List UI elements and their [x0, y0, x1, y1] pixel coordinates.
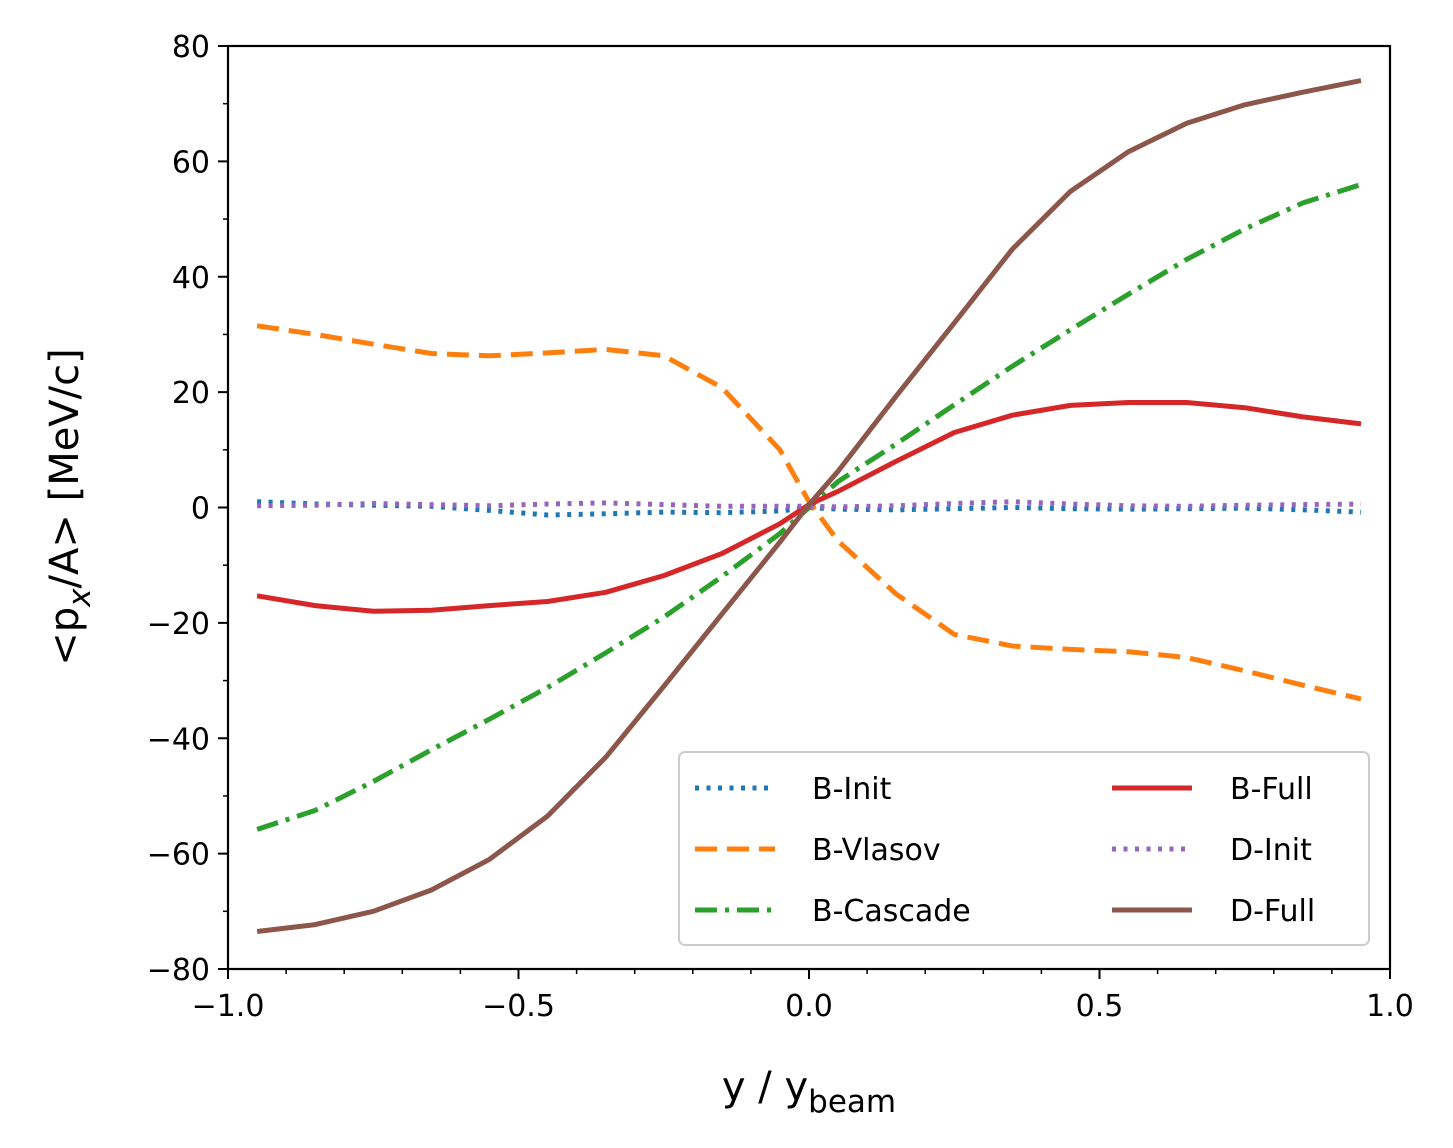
legend-label-d-full: D-Full: [1230, 894, 1315, 929]
legend-label-b-cascade: B-Cascade: [812, 894, 971, 929]
y-tick-label: 40: [172, 261, 210, 296]
y-tick-label: −80: [147, 953, 210, 988]
legend-label-b-vlasov: B-Vlasov: [812, 833, 941, 868]
series-line-d-full: [256, 78, 1362, 934]
axes: −1.0 −0.5 0.0 0.5 1.0 −80 −60 −40 −20 0 20 40 60 80: [147, 30, 1414, 1024]
legend-label-d-init: D-Init: [1230, 833, 1312, 868]
y-tick-label: 60: [172, 145, 210, 180]
y-axis-label: <px/A> [MeV/c]: [42, 348, 98, 666]
x-tick-label: −1.0: [192, 989, 265, 1024]
x-tick-label: 1.0: [1366, 989, 1414, 1024]
y-tick-label: −40: [147, 722, 210, 757]
y-tick-label: 0: [191, 492, 210, 527]
y-tick-label: 80: [172, 30, 210, 65]
series-layer: [256, 78, 1362, 934]
legend-label-b-init: B-Init: [812, 772, 892, 807]
y-tick-label: 20: [172, 376, 210, 411]
legend-box: [678, 751, 1370, 946]
y-tick-label: −60: [147, 838, 210, 873]
legend-label-b-full: B-Full: [1230, 772, 1313, 807]
y-tick-label: −20: [147, 607, 210, 642]
x-tick-label: 0.0: [785, 989, 833, 1024]
x-tick-label: 0.5: [1076, 989, 1124, 1024]
x-axis-label: y / ybeam: [722, 1064, 896, 1120]
x-tick-label: −0.5: [482, 989, 555, 1024]
legend: B-Init B-Vlasov B-Cascade B-Full D-Init D-Ful…: [678, 751, 1370, 946]
